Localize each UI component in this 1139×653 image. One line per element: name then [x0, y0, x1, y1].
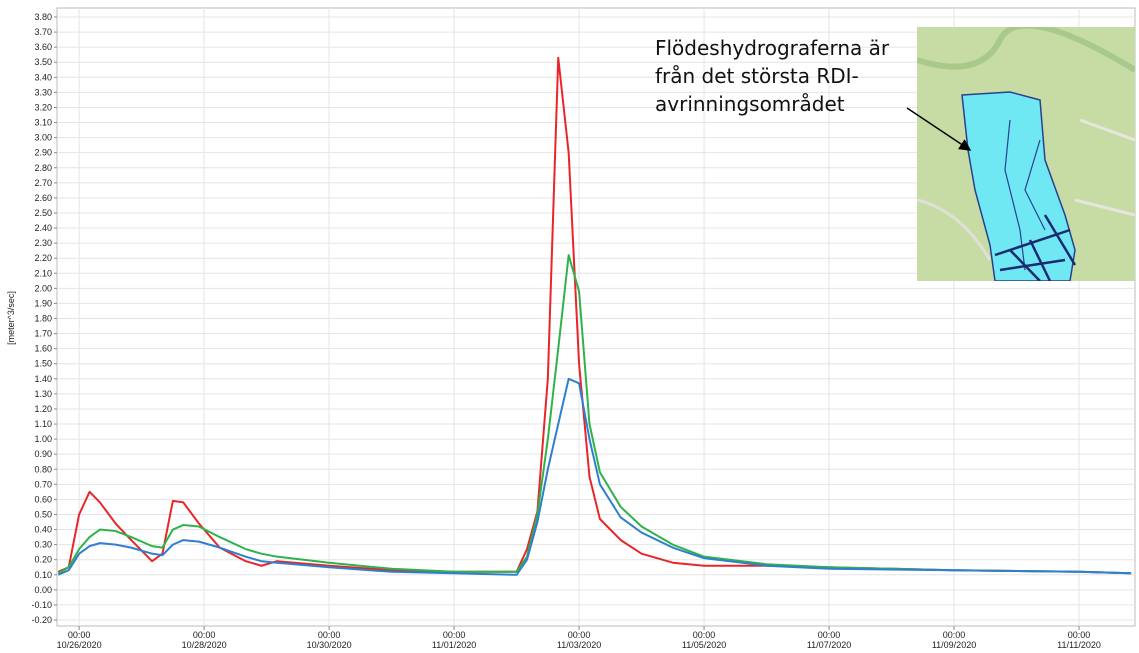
chart: -0.20 -0.10 0.00 0.10 0.20 0.30 0.40 0.50 0.60 0.… [0, 0, 1139, 653]
y-tick-label: 1.50 [34, 359, 52, 369]
y-tick-label: 3.80 [34, 12, 52, 22]
y-tick-label: 3.70 [34, 27, 52, 37]
y-tick-label: 2.70 [34, 178, 52, 188]
y-tick-label: 2.10 [34, 268, 52, 278]
x-tick-label: 00:00 [443, 630, 466, 640]
y-tick-label: 2.30 [34, 238, 52, 248]
y-tick-label: 1.10 [34, 419, 52, 429]
x-tick-label: 11/09/2020 [932, 640, 976, 650]
y-tick-label: 0.30 [34, 540, 52, 550]
annotation: från det största RDI- [655, 64, 859, 88]
y-tick-label: 3.40 [34, 72, 52, 82]
y-tick-label: 1.40 [34, 374, 52, 384]
y-tick-label: 3.60 [34, 42, 52, 52]
x-tick-label: 00:00 [1068, 630, 1091, 640]
x-tick-label: 00:00 [943, 630, 966, 640]
y-tick-label: -0.10 [31, 600, 52, 610]
x-tick-label: 10/30/2020 [307, 640, 352, 650]
y-tick-label: 0.60 [34, 494, 52, 504]
y-tick-label: 0.50 [34, 509, 52, 519]
annotation: Flödeshydrograferna är [655, 36, 890, 60]
x-tick-label: 11/03/2020 [557, 640, 601, 650]
y-tick-label: -0.20 [31, 615, 52, 625]
y-tick-label: 2.20 [34, 253, 52, 263]
y-tick-label: 1.20 [34, 404, 52, 414]
x-tick-label: 11/01/2020 [432, 640, 476, 650]
map-inset [917, 25, 1135, 281]
x-tick-label: 00:00 [193, 630, 216, 640]
y-tick-label: 2.00 [34, 283, 52, 293]
y-tick-label: 3.30 [34, 87, 52, 97]
y-axis-label: [meter^3/sec] [6, 291, 16, 345]
x-tick-label: 10/26/2020 [57, 640, 102, 650]
y-tick-label: 3.20 [34, 102, 52, 112]
x-tick-label: 11/05/2020 [682, 640, 726, 650]
x-tick-label: 00:00 [68, 630, 91, 640]
y-tick-label: 0.90 [34, 449, 52, 459]
y-tick-label: 1.60 [34, 344, 52, 354]
y-tick-label: 2.90 [34, 148, 52, 158]
y-tick-label: 1.30 [34, 389, 52, 399]
x-tick-label: 00:00 [818, 630, 841, 640]
x-tick-label: 11/11/2020 [1057, 640, 1101, 650]
y-tick-label: 0.80 [34, 464, 52, 474]
y-tick-label: 2.40 [34, 223, 52, 233]
x-tick-label: 11/07/2020 [807, 640, 851, 650]
y-tick-label: 2.60 [34, 193, 52, 203]
y-tick-label: 2.80 [34, 163, 52, 173]
y-tick-label: 3.50 [34, 57, 52, 67]
x-tick-label: 10/28/2020 [182, 640, 227, 650]
x-tick-label: 00:00 [693, 630, 716, 640]
y-tick-label: 1.80 [34, 314, 52, 324]
y-tick-label: 0.00 [34, 585, 52, 595]
x-tick-label: 00:00 [568, 630, 591, 640]
y-tick-label: 0.70 [34, 479, 52, 489]
annotation: avrinningsområdet [655, 92, 845, 116]
y-tick-label: 3.00 [34, 133, 52, 143]
x-tick-label: 00:00 [318, 630, 341, 640]
y-tick-label: 0.20 [34, 555, 52, 565]
y-tick-label: 0.10 [34, 570, 52, 580]
y-tick-label: 1.00 [34, 434, 52, 444]
y-tick-label: 1.70 [34, 329, 52, 339]
y-tick-label: 2.50 [34, 208, 52, 218]
y-tick-label: 3.10 [34, 118, 52, 128]
y-tick-label: 1.90 [34, 298, 52, 308]
y-tick-label: 0.40 [34, 525, 52, 535]
